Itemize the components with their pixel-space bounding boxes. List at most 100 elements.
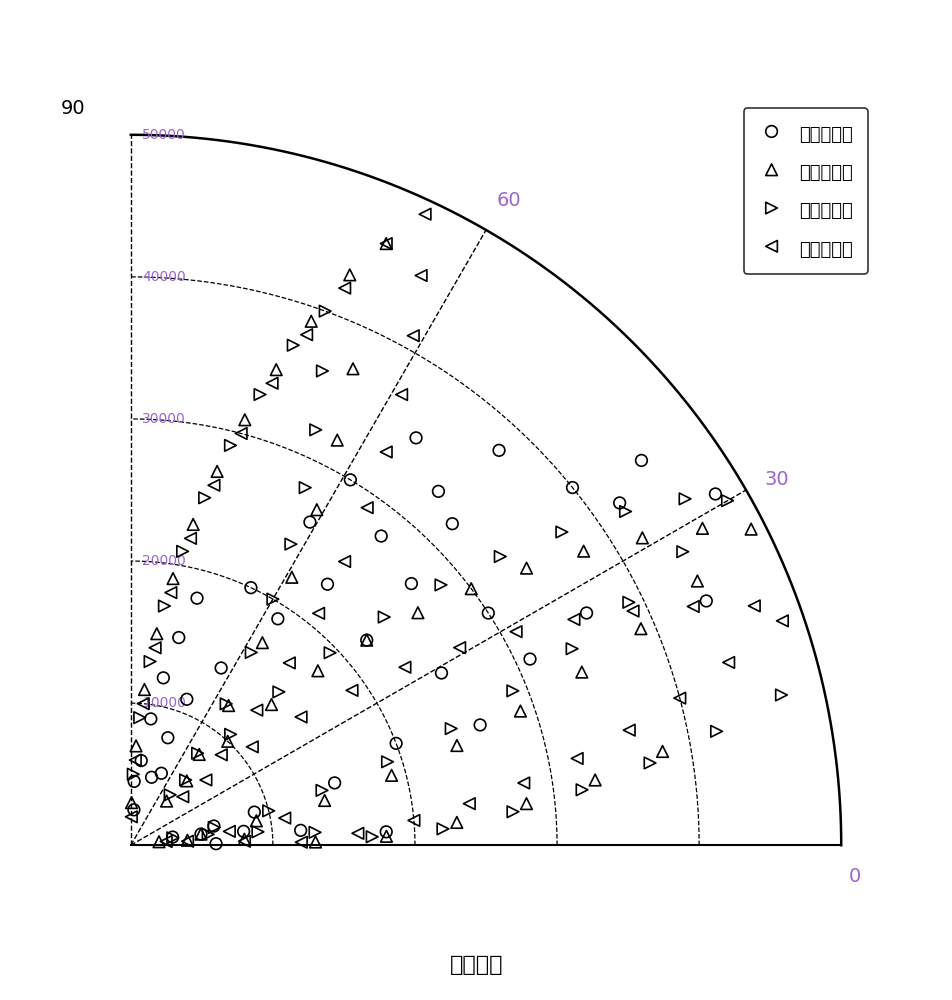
- 第四次扫描: [417, 206, 432, 222]
- 第一次扫描: [208, 836, 224, 852]
- 第四次扫描: [299, 327, 314, 343]
- 第三次扫描: [252, 386, 268, 402]
- 第三次扫描: [143, 654, 158, 670]
- 第四次扫描: [406, 812, 421, 828]
- 第三次扫描: [314, 782, 329, 798]
- 第一次扫描: [270, 611, 286, 627]
- 第四次扫描: [158, 833, 173, 849]
- 第二次扫描: [159, 793, 174, 809]
- 第四次扫描: [180, 833, 195, 849]
- 第四次扫描: [264, 375, 279, 391]
- 第一次扫描: [472, 717, 487, 733]
- 第四次扫描: [213, 747, 228, 763]
- 第二次扫描: [236, 831, 251, 847]
- 第三次扫描: [307, 824, 323, 840]
- 第二次扫描: [575, 543, 590, 559]
- 第一次扫描: [491, 442, 506, 458]
- 第一次扫描: [430, 483, 446, 499]
- 第一次扫描: [127, 802, 142, 818]
- 第一次扫描: [133, 753, 149, 769]
- 第二次扫描: [221, 698, 236, 714]
- Text: 30000: 30000: [142, 412, 186, 426]
- Text: 90: 90: [61, 99, 86, 118]
- 第二次扫描: [633, 621, 648, 637]
- 第四次扫描: [222, 823, 237, 839]
- 第二次扫描: [186, 516, 201, 532]
- 第三次扫描: [286, 337, 301, 353]
- 第四次扫描: [461, 796, 476, 812]
- 第二次扫描: [307, 834, 323, 850]
- 第三次扫描: [719, 493, 734, 509]
- 第四次扫描: [183, 530, 198, 546]
- 第三次扫描: [218, 696, 233, 712]
- 第四次扫描: [175, 789, 190, 805]
- 第四次扫描: [245, 739, 260, 755]
- 第三次扫描: [175, 543, 190, 559]
- 第一次扫描: [373, 528, 388, 544]
- 第一次扫描: [327, 775, 342, 791]
- 第三次扫描: [297, 480, 312, 496]
- 第四次扫描: [378, 236, 393, 252]
- 第三次扫描: [773, 687, 788, 703]
- 第三次扫描: [642, 755, 657, 771]
- 第四次扫描: [135, 696, 150, 712]
- 第三次扫描: [380, 754, 395, 770]
- 第一次扫描: [206, 818, 221, 834]
- 第二次扫描: [151, 834, 167, 850]
- 第三次扫描: [376, 609, 391, 625]
- 第四次扫描: [565, 611, 581, 627]
- 第三次扫描: [163, 787, 178, 803]
- 第四次扫描: [124, 809, 139, 825]
- 第三次扫描: [621, 594, 636, 610]
- 第二次扫描: [304, 313, 319, 329]
- 第四次扫描: [671, 690, 686, 706]
- 第四次扫描: [621, 722, 636, 738]
- 第一次扫描: [707, 486, 723, 502]
- 第四次扫描: [393, 387, 408, 403]
- 第二次扫描: [743, 521, 758, 537]
- 第二次扫描: [342, 267, 357, 283]
- 第一次扫描: [179, 691, 194, 707]
- 第二次扫描: [179, 773, 194, 789]
- 第三次扫描: [677, 491, 692, 507]
- 第四次扫描: [625, 603, 640, 619]
- 第一次扫描: [189, 590, 205, 606]
- 第二次扫描: [191, 746, 207, 762]
- 第四次扫描: [128, 752, 143, 768]
- 第三次扫描: [708, 723, 724, 739]
- 第三次扫描: [197, 490, 212, 506]
- 第三次扫描: [207, 819, 222, 835]
- 第二次扫描: [254, 635, 269, 651]
- 第三次扫描: [178, 772, 193, 788]
- 第四次扫描: [236, 833, 251, 849]
- 第二次扫描: [378, 236, 393, 252]
- 第三次扫描: [444, 721, 459, 737]
- 第二次扫描: [574, 664, 589, 680]
- 第二次扫描: [237, 412, 252, 428]
- 第四次扫描: [198, 772, 213, 788]
- 第三次扫描: [314, 363, 329, 379]
- 第一次扫描: [165, 829, 180, 845]
- 第一次扫描: [388, 735, 404, 751]
- Text: 40000: 40000: [142, 270, 186, 284]
- 第四次扫描: [413, 268, 428, 284]
- 第四次扫描: [378, 444, 393, 460]
- 第二次扫描: [694, 520, 709, 536]
- 第二次扫描: [463, 581, 478, 597]
- 第四次扫描: [337, 554, 352, 570]
- 第四次扫描: [337, 280, 352, 296]
- 第二次扫描: [308, 502, 324, 518]
- 第二次扫描: [317, 792, 332, 808]
- 第二次扫描: [384, 767, 399, 783]
- 第二次扫描: [634, 530, 649, 546]
- 第一次扫描: [302, 514, 317, 530]
- 第三次扫描: [126, 766, 141, 782]
- 第二次扫描: [166, 571, 181, 587]
- 第四次扫描: [745, 598, 761, 614]
- 第二次扫描: [129, 738, 144, 754]
- 第三次扫描: [271, 684, 287, 700]
- 第二次扫描: [378, 828, 393, 844]
- 第四次扫描: [359, 500, 374, 516]
- 第一次扫描: [171, 630, 187, 646]
- 第二次扫描: [209, 463, 225, 479]
